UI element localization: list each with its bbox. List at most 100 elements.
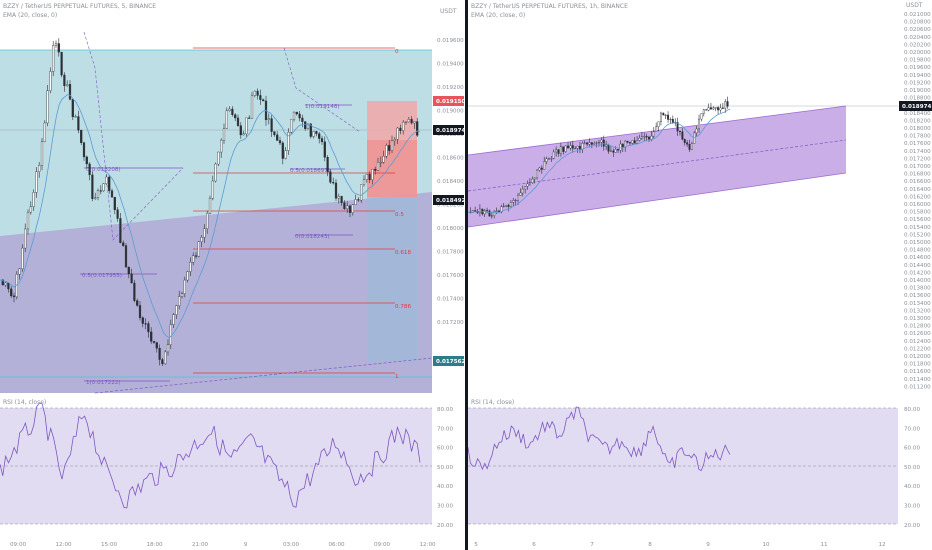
right-candle — [695, 128, 698, 134]
left-candle — [43, 122, 46, 142]
left-candle — [60, 51, 63, 76]
left-candle — [393, 139, 396, 142]
right-candle — [621, 143, 624, 148]
left-chart-canvas[interactable]: 00.50.6180.78610(0.018208)0.5(0.017955)1… — [0, 0, 465, 550]
right-candle — [600, 139, 603, 143]
right-currency-label: USDT — [906, 2, 923, 9]
left-candle — [203, 228, 206, 238]
right-price-tag-bg — [899, 101, 932, 111]
right-candle — [519, 192, 522, 196]
right-rsi-tick: 60.00 — [904, 446, 920, 452]
right-price-tick: 0.018400 — [904, 111, 931, 117]
right-price-tick: 0.020800 — [904, 20, 931, 26]
left-candle — [166, 344, 170, 353]
right-price-tick: 0.014200 — [904, 270, 931, 276]
left-candle — [63, 74, 66, 87]
left-candle — [225, 110, 228, 129]
right-candle — [681, 131, 684, 140]
right-candle — [636, 140, 639, 144]
right-candle — [643, 136, 646, 138]
right-candle — [517, 195, 519, 201]
left-candle — [96, 190, 100, 198]
left-candle — [1, 279, 4, 286]
left-candle — [18, 268, 21, 275]
right-price-tick: 0.013600 — [904, 293, 931, 299]
right-candle — [683, 139, 686, 143]
left-candle — [26, 211, 30, 230]
left-rsi-tick: 60.00 — [437, 446, 453, 452]
right-candle — [688, 144, 691, 150]
right-price-tick: 0.020000 — [904, 50, 931, 56]
left-candle — [52, 45, 55, 72]
left-candle — [71, 99, 74, 118]
left-candle — [40, 141, 44, 166]
right-price-tick: 0.013400 — [904, 301, 931, 307]
left-dashed-zigzag — [83, 31, 184, 241]
right-candle — [509, 202, 512, 207]
left-candle — [54, 43, 58, 46]
left-candle — [388, 145, 391, 151]
right-candle — [676, 122, 679, 132]
right-chart-pane[interactable]: 0.021000 0.020800 0.020600 0.020400 0.020200… — [468, 0, 932, 550]
left-candle — [245, 117, 248, 134]
left-candle — [318, 133, 321, 139]
right-price-tick: 0.016000 — [904, 202, 931, 208]
right-price-tick: 0.011600 — [904, 369, 931, 375]
right-candle — [662, 112, 665, 116]
right-candle — [726, 101, 729, 107]
left-candle — [57, 43, 60, 53]
left-ema-legend[interactable]: EMA (20, close, 0) — [3, 12, 58, 19]
right-candle — [569, 145, 572, 149]
left-candle — [150, 331, 153, 342]
left-candle — [46, 90, 49, 124]
right-candle — [671, 118, 674, 123]
right-price-tick: 0.017600 — [904, 141, 931, 147]
left-candle — [138, 305, 142, 318]
right-candle — [605, 144, 608, 147]
left-candle — [192, 255, 195, 263]
right-candle — [657, 121, 660, 127]
left-time-tick: 03:00 — [283, 542, 300, 548]
right-candle — [640, 136, 643, 139]
right-candle — [474, 210, 477, 212]
right-candle — [612, 150, 615, 153]
left-candle — [348, 205, 352, 213]
left-candle — [312, 131, 315, 137]
left-price-tick: 0.019200 — [437, 85, 464, 91]
right-candle — [559, 146, 562, 154]
left-candle — [410, 119, 413, 124]
left-candle — [315, 131, 318, 134]
right-rsi-tick: 50.00 — [904, 465, 920, 471]
left-candle — [116, 209, 119, 219]
left-candle — [200, 237, 203, 242]
left-candle — [169, 324, 172, 345]
right-candle — [512, 200, 515, 203]
right-rsi-legend[interactable]: RSI (14, close) — [471, 399, 515, 406]
left-candle — [231, 108, 234, 115]
left-candle — [85, 156, 88, 165]
left-candle — [256, 90, 259, 96]
right-ema-legend[interactable]: EMA (20, close, 0) — [471, 12, 526, 19]
right-price-tick: 0.011200 — [904, 384, 931, 390]
right-time-tick: 5 — [474, 542, 478, 548]
left-candle — [127, 266, 130, 275]
right-candle — [707, 107, 710, 111]
left-chart-pane[interactable]: 0 0.5 0.618 0.786 1 0(0.018208) 0.5(0.017955) 1… — [0, 0, 465, 550]
left-price-tag-bg — [433, 356, 464, 366]
left-candle — [197, 241, 200, 257]
left-candle — [290, 119, 293, 133]
right-time-tick: 6 — [532, 542, 536, 548]
left-candle — [309, 123, 312, 137]
right-candle — [588, 142, 591, 145]
right-candle — [495, 210, 498, 212]
left-candle — [4, 282, 7, 286]
left-rsi-legend[interactable]: RSI (14, close) — [3, 399, 47, 406]
left-currency-label: USDT — [440, 8, 457, 15]
left-candle — [304, 121, 307, 129]
left-candle — [194, 255, 198, 257]
right-rsi-tick: 70.00 — [904, 426, 920, 432]
left-candle — [301, 117, 304, 122]
pane-divider[interactable] — [465, 0, 468, 550]
left-time-tick: 15:00 — [101, 542, 118, 548]
